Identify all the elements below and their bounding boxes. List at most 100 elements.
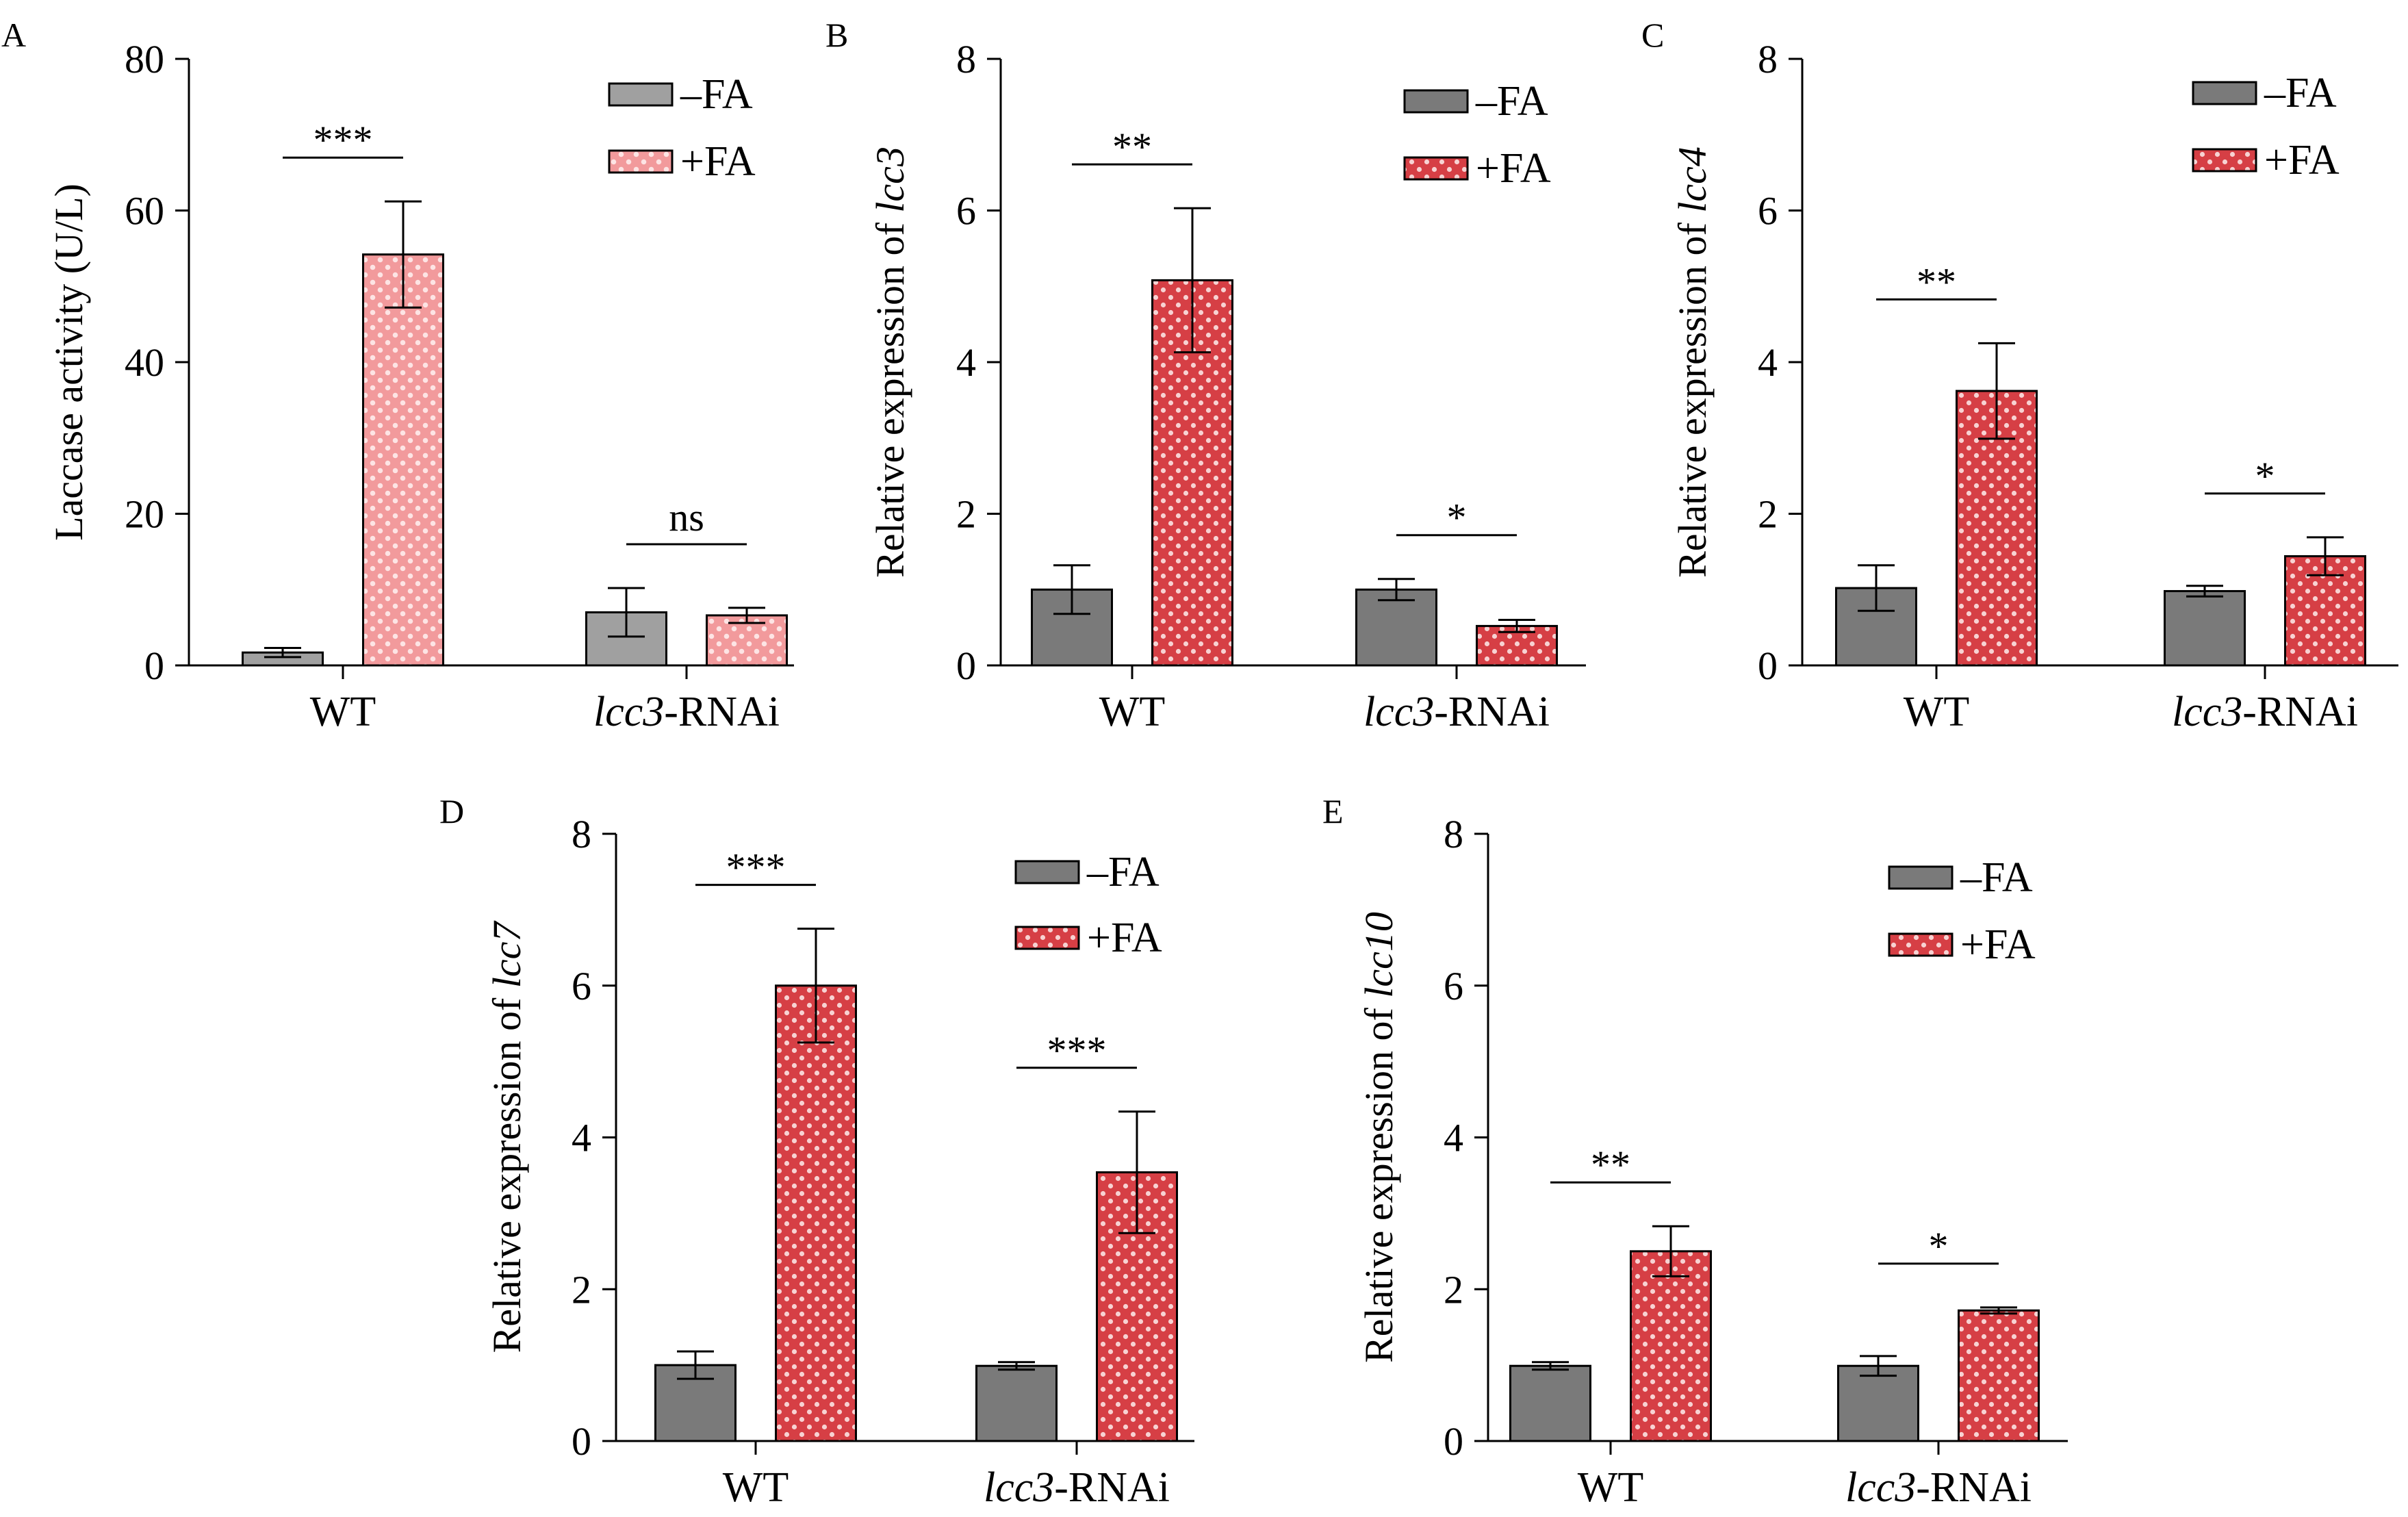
y-tick-label: 0: [144, 643, 164, 688]
y-axis-label: Relative expression of lcc10: [1357, 912, 1401, 1363]
y-tick-label: 4: [1444, 1116, 1463, 1160]
significance-label: *: [1929, 1224, 1949, 1269]
y-tick-label: 6: [572, 964, 591, 1008]
x-tick-label: lcc3-RNAi: [593, 689, 780, 735]
y-axis-label-text: Relative expression of: [868, 213, 912, 578]
legend-label: +FA: [1087, 915, 1162, 961]
y-tick-label: 8: [1758, 37, 1778, 81]
legend-label: –FA: [680, 71, 753, 118]
legend-label: –FA: [1960, 854, 2033, 901]
y-tick-label: 6: [1444, 964, 1463, 1008]
x-tick-label: WT: [1099, 689, 1165, 735]
significance-label: **: [1917, 259, 1956, 304]
y-tick-label: 2: [1758, 492, 1778, 537]
y-tick-label: 0: [1444, 1419, 1463, 1464]
y-axis-label-text: Relative expression of: [1670, 213, 1715, 578]
y-tick-label: 6: [1758, 189, 1778, 233]
y-tick-label: 8: [956, 37, 976, 81]
legend-swatch-minus-fa: [2192, 81, 2257, 105]
legend-label: +FA: [2264, 137, 2340, 183]
y-tick-label: 40: [125, 340, 164, 385]
significance-label: *: [1447, 496, 1467, 540]
legend-label: +FA: [1476, 145, 1551, 192]
y-axis-label-text: Relative expression of: [485, 988, 529, 1353]
x-tick-label-italic: lcc3: [593, 689, 664, 735]
bar-plus-fa: [1958, 1309, 2040, 1442]
y-tick-label: 60: [125, 189, 164, 233]
y-axis-label-gene: lcc7: [485, 921, 529, 989]
x-tick-label-italic: lcc3: [2172, 689, 2242, 735]
significance-label: **: [1112, 125, 1152, 169]
legend-swatch-minus-fa: [1888, 865, 1954, 890]
legend-swatch-plus-fa: [1888, 932, 1954, 957]
panel-label: A: [1, 16, 26, 54]
x-tick-label-rest: -RNAi: [1916, 1464, 2032, 1511]
panel-d: D 0 2 4 6 8 Relative expression of lcc7 WT *** lc…: [439, 792, 1194, 1511]
legend-swatch-plus-fa: [2192, 148, 2257, 173]
panel-e: E 0 2 4 6 8 Relative expression of lcc10 WT ** lc…: [1322, 792, 2068, 1511]
panel-c: C 0 2 4 6 8 Relative expression of lcc4 WT ** lcc…: [1641, 16, 2398, 735]
x-tick-label: WT: [723, 1464, 789, 1511]
bar-minus-fa: [975, 1364, 1058, 1442]
y-axis-label: Relative expression of lcc4: [1670, 146, 1715, 578]
y-tick-label: 20: [125, 492, 164, 537]
legend-swatch-plus-fa: [608, 149, 674, 174]
y-tick-label: 0: [956, 643, 976, 688]
x-tick-label-italic: lcc3: [1363, 689, 1434, 735]
significance-label: ***: [313, 118, 373, 162]
bar-minus-fa: [1509, 1364, 1591, 1442]
y-tick-label: 0: [572, 1419, 591, 1464]
x-tick-label-italic: lcc3: [984, 1464, 1054, 1511]
x-tick-label-rest: -RNAi: [1434, 689, 1550, 735]
bar-plus-fa: [1630, 1250, 1712, 1442]
y-axis-label: Laccase activity (U/L): [47, 183, 91, 541]
panel-label: C: [1641, 16, 1664, 54]
significance-label: ***: [1047, 1028, 1107, 1073]
legend-label: +FA: [680, 138, 756, 185]
y-tick-label: 8: [572, 812, 591, 856]
x-tick-label: WT: [1578, 1464, 1643, 1511]
legend-label: –FA: [1475, 78, 1548, 125]
x-tick-label: lcc3-RNAi: [1845, 1464, 2032, 1511]
x-tick-label-rest: -RNAi: [664, 689, 780, 735]
legend-swatch-minus-fa: [1403, 89, 1469, 114]
legend-swatch-plus-fa: [1403, 156, 1469, 181]
y-tick-label: 4: [956, 340, 976, 385]
bar-minus-fa: [2164, 589, 2246, 667]
y-tick-label: 2: [1444, 1267, 1463, 1312]
y-tick-label: 2: [956, 492, 976, 537]
x-tick-label: lcc3-RNAi: [984, 1464, 1170, 1511]
legend-label: +FA: [1960, 921, 2036, 968]
y-tick-label: 0: [1758, 643, 1778, 688]
significance-label: ns: [669, 495, 704, 539]
panel-label: B: [825, 16, 848, 54]
legend-label: –FA: [1086, 849, 1160, 895]
x-tick-label: WT: [310, 689, 376, 735]
bar-minus-fa: [1837, 1364, 1919, 1442]
y-axis-label-gene: lcc10: [1357, 912, 1401, 998]
y-axis-label-gene: lcc3: [868, 146, 912, 213]
bar-plus-fa: [775, 984, 857, 1442]
x-tick-label-italic: lcc3: [1845, 1464, 1916, 1511]
x-tick-label-rest: -RNAi: [2242, 689, 2358, 735]
legend-label: –FA: [2264, 70, 2337, 116]
bar-plus-fa: [362, 253, 444, 667]
x-tick-label: WT: [1904, 689, 1969, 735]
legend-swatch-minus-fa: [1014, 860, 1080, 884]
x-tick-label: lcc3-RNAi: [1363, 689, 1550, 735]
panel-label: D: [439, 792, 464, 830]
y-axis-label-gene: lcc4: [1670, 146, 1715, 213]
y-tick-label: 4: [1758, 340, 1778, 385]
y-tick-label: 8: [1444, 812, 1463, 856]
x-tick-label-rest: -RNAi: [1054, 1464, 1170, 1511]
y-tick-label: 4: [572, 1116, 591, 1160]
y-tick-label: 6: [956, 189, 976, 233]
y-axis-label-text: Relative expression of: [1357, 998, 1401, 1363]
y-tick-label: 80: [125, 37, 164, 81]
significance-label: ***: [726, 845, 786, 890]
panel-b: B 0 2 4 6 8 Relative expression of lcc3 WT ** lcc…: [825, 16, 1586, 735]
significance-label: **: [1591, 1143, 1630, 1187]
y-axis-label: Relative expression of lcc3: [868, 146, 912, 578]
x-tick-label: lcc3-RNAi: [2172, 689, 2358, 735]
